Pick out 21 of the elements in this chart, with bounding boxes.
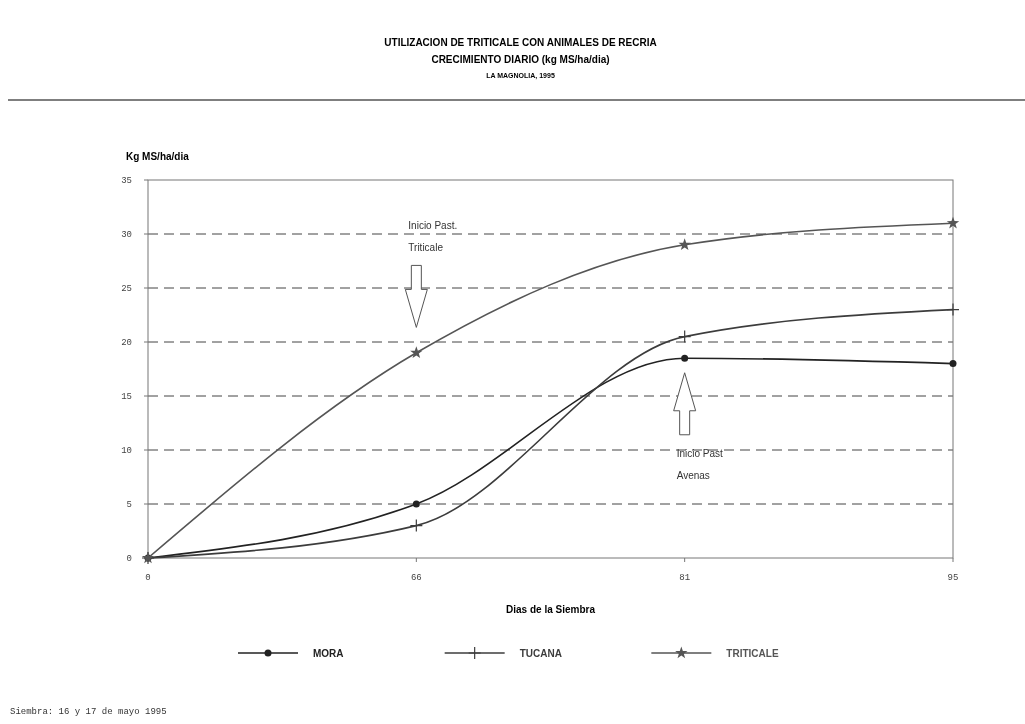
- x-tick-label: 0: [145, 573, 151, 583]
- annotation: Inicio Past Avenas: [676, 447, 724, 481]
- chart-title: UTILIZACION DE TRITICALE CON ANIMALES DE RECRIA: [384, 37, 657, 48]
- x-tick-label: 95: [947, 573, 959, 583]
- y-tick-label: 0: [126, 554, 132, 564]
- x-tick-label: 81: [679, 573, 691, 583]
- y-tick-label: 30: [121, 230, 132, 240]
- text: Siembra: 16 y 17 de mayo 1995: [10, 707, 167, 717]
- y-tick-label: 10: [121, 446, 132, 456]
- y-tick-label: 15: [121, 392, 132, 402]
- y-tick-label: 25: [121, 284, 132, 294]
- text: TRITICALE: [726, 648, 779, 659]
- text: MORA: [313, 648, 344, 659]
- y-tick-label: 5: [126, 500, 132, 510]
- text: TUCANA: [519, 648, 562, 659]
- y-tick-label: 35: [121, 176, 132, 186]
- y-tick-label: 20: [121, 338, 132, 348]
- y-axis-title: Kg MS/ha/dia: [126, 151, 190, 162]
- x-axis-title: Dias de la Siembra: [506, 604, 596, 615]
- annotation: Inicio Past. Triticale: [408, 220, 458, 254]
- x-tick-label: 66: [410, 573, 422, 583]
